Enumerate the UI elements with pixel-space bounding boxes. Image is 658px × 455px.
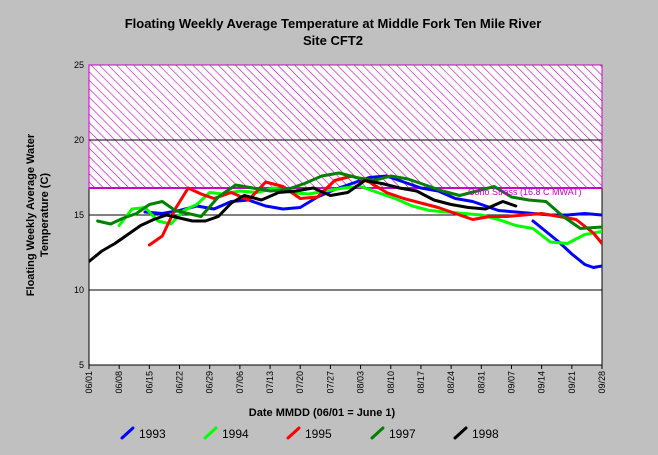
x-tick-label: 07/06 <box>235 371 245 394</box>
x-tick-label: 06/08 <box>114 371 124 394</box>
legend-swatch-1998 <box>453 426 468 440</box>
series-line-1997 <box>96 171 602 230</box>
y-tick-label: 20 <box>74 135 84 145</box>
legend-swatch-1994 <box>203 426 218 440</box>
annotation-label: Coho Stress (16.8 C MWAT) <box>468 187 582 197</box>
x-tick-label: 09/07 <box>506 371 516 394</box>
x-tick-label: 08/17 <box>416 371 426 394</box>
x-axis-label: Date MMDD (06/01 = June 1) <box>249 407 396 419</box>
chart-title: Floating Weekly Average Temperature at M… <box>125 16 542 31</box>
legend-label-1997: 1997 <box>389 427 416 441</box>
y-tick-label: 15 <box>74 210 84 220</box>
x-tick-label: 06/15 <box>144 371 154 394</box>
coho-stress-band <box>88 64 603 189</box>
y-tick-label: 25 <box>74 60 84 70</box>
series-line-1993b <box>531 219 602 269</box>
x-tick-label: 09/28 <box>597 371 607 394</box>
legend-label-1995: 1995 <box>305 427 332 441</box>
y-tick-label: 10 <box>74 285 84 295</box>
legend-label-1994: 1994 <box>222 427 249 441</box>
x-tick-label: 09/21 <box>567 371 577 394</box>
chart-subtitle: Site CFT2 <box>303 33 363 48</box>
x-tick-label: 07/13 <box>265 371 275 394</box>
x-tick-label: 08/10 <box>386 371 396 394</box>
legend-label-1998: 1998 <box>472 427 499 441</box>
y-axis-label-line1: Floating Weekly Average Water <box>25 133 37 296</box>
x-tick-label: 07/20 <box>295 371 305 394</box>
legend: 1993 1994 1995 1997 1998 <box>120 426 499 441</box>
x-tick-label: 06/29 <box>205 371 215 394</box>
series-line-1998 <box>89 179 518 263</box>
y-axis-label-line2: Temperature (C) <box>39 173 51 257</box>
legend-swatch-1993 <box>120 426 135 440</box>
x-tick-label: 09/14 <box>537 371 547 394</box>
series-line-1993 <box>143 174 602 217</box>
x-tick-label: 06/01 <box>84 371 94 394</box>
legend-swatch-1997 <box>370 426 385 440</box>
x-tick-label: 07/27 <box>325 371 335 394</box>
x-tick-label: 08/24 <box>446 371 456 394</box>
legend-swatch-1995 <box>286 426 301 440</box>
y-tick-label: 5 <box>79 360 84 370</box>
series-line-1994 <box>117 185 602 245</box>
x-tick-label: 08/03 <box>356 371 366 394</box>
x-tick-label: 06/22 <box>175 371 185 394</box>
x-tick-label: 08/31 <box>476 371 486 394</box>
legend-label-1993: 1993 <box>139 427 166 441</box>
